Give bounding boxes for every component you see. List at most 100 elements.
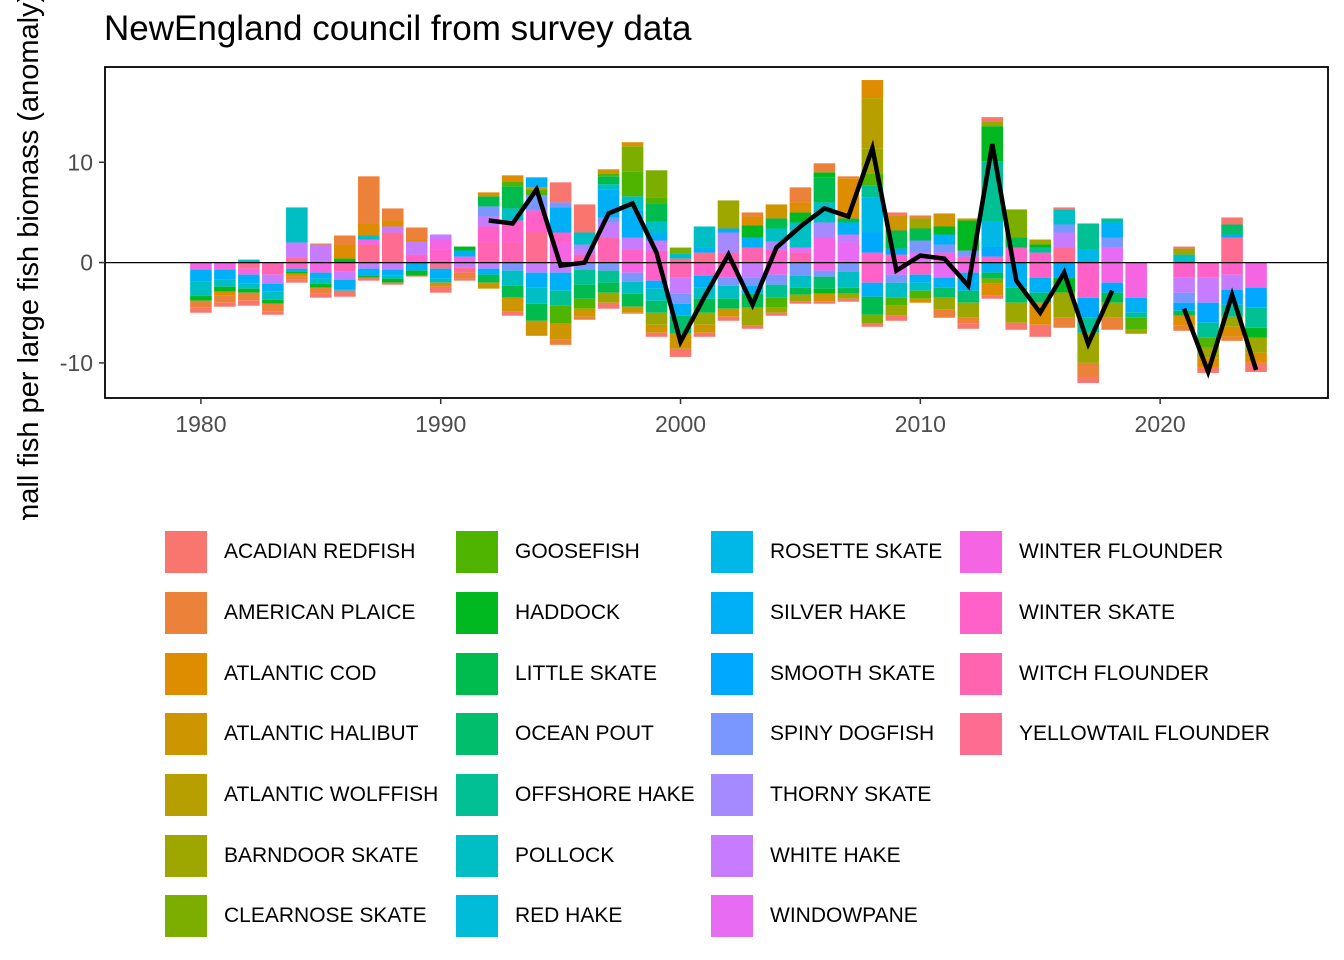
bar-segment [741, 285, 764, 294]
bar-segment [861, 232, 884, 253]
legend-label: ATLANTIC HALIBUT [224, 722, 419, 746]
bar-segment [453, 246, 476, 251]
bar-segment [861, 323, 884, 327]
bar-segment [214, 279, 236, 287]
legend-color-key [165, 895, 207, 938]
bar-segment [981, 121, 1004, 127]
legend-label: ATLANTIC COD [224, 661, 377, 685]
y-tick-label: 0 [80, 250, 93, 276]
bar-segment [238, 268, 260, 275]
bar-segment [262, 299, 284, 304]
bar-segment [1173, 248, 1195, 255]
bar-segment [525, 287, 548, 304]
bar-segment [717, 285, 740, 299]
bar-segment [741, 262, 764, 278]
legend-item: WINTER SKATE [960, 583, 1290, 644]
bar-segment [645, 288, 668, 301]
legend-color-key [165, 834, 207, 877]
bar-segment [334, 279, 356, 290]
bar-segment [238, 262, 260, 269]
bar-segment [1197, 322, 1219, 338]
total-anomaly-line [1181, 287, 1259, 379]
bar-segment [190, 295, 212, 301]
legend-item: ROSETTE SKATE [711, 522, 960, 583]
bar-segment [1005, 302, 1028, 323]
bar-segment [741, 216, 764, 226]
bar-segment [1053, 224, 1076, 233]
bar-segment [813, 222, 836, 238]
bar-segment [381, 226, 404, 233]
legend-label: YELLOWTAIL FLOUNDER [1019, 722, 1270, 746]
bar-segment [717, 298, 740, 309]
bar-segment [453, 272, 476, 279]
bar-segment [909, 218, 932, 229]
legend-item: ATLANTIC WOLFFISH [165, 765, 456, 826]
bar-segment [334, 262, 356, 272]
legend-label: ACADIAN REDFISH [224, 540, 416, 564]
bar-segment [1173, 315, 1195, 326]
legend-color-key [165, 652, 207, 695]
bar-segment [1101, 247, 1123, 263]
bar-segment [621, 249, 644, 263]
bar-segment [190, 307, 212, 313]
bar-segment [429, 249, 452, 263]
bar-segment [549, 272, 572, 291]
bar-segment [693, 247, 716, 253]
bar-segment [837, 222, 860, 235]
bar-segment [381, 208, 404, 221]
bar-segment [597, 169, 620, 174]
legend-color-key [165, 592, 207, 635]
bar-segment [837, 234, 860, 243]
bar-segment [310, 262, 332, 273]
bar-segment [741, 325, 764, 329]
bar-segment [525, 232, 548, 263]
bar-segment [885, 274, 908, 283]
bar-segment [549, 323, 572, 340]
bar-segment [981, 283, 1004, 296]
bar-segment [501, 181, 524, 187]
bar-segment [789, 275, 812, 288]
legend-label: OFFSHORE HAKE [515, 783, 695, 807]
legend-item: THORNY SKATE [711, 765, 960, 826]
bar-segment [789, 202, 812, 213]
bar-segment [573, 244, 596, 250]
bar-segment [1029, 239, 1052, 245]
bar-segment [453, 250, 476, 257]
bar-segment [573, 316, 596, 320]
bar-segment [214, 291, 236, 296]
bar-segment [1125, 262, 1147, 298]
bar-segment [190, 269, 212, 282]
bar-segment [1077, 262, 1099, 298]
bar-segment [429, 286, 452, 293]
bar-segment [597, 262, 620, 271]
bar-segment [597, 173, 620, 177]
bar-segment [885, 215, 908, 231]
legend-item: POLLOCK [456, 825, 711, 886]
bar-segment [238, 300, 260, 306]
bar-segment [909, 298, 932, 303]
legend-item: LITTLE SKATE [456, 643, 711, 704]
bar-segment [957, 256, 980, 263]
legend-color-key [456, 713, 498, 756]
bar-segment [357, 262, 380, 269]
bar-segment [477, 206, 500, 217]
bar-segment [861, 262, 884, 283]
chart-svg: NewEngland council from survey data Smal… [13, 0, 1329, 520]
bar-segment [525, 303, 548, 321]
bar-segment [645, 203, 668, 222]
bar-segment [765, 312, 788, 316]
bar-segment [717, 308, 740, 317]
bar-segment [1173, 292, 1195, 303]
bar-segment [190, 300, 212, 308]
bar-segment [957, 262, 980, 273]
bar-segment [621, 281, 644, 294]
legend-label: OCEAN POUT [515, 722, 654, 746]
bar-segment [933, 213, 956, 227]
bar-segment [885, 212, 908, 216]
bar-segment [501, 242, 524, 263]
bar-segment [1101, 282, 1123, 293]
bar-segment [837, 298, 860, 302]
legend-color-key [165, 531, 207, 574]
bar-segment [765, 284, 788, 298]
bar-segment [1173, 302, 1195, 311]
